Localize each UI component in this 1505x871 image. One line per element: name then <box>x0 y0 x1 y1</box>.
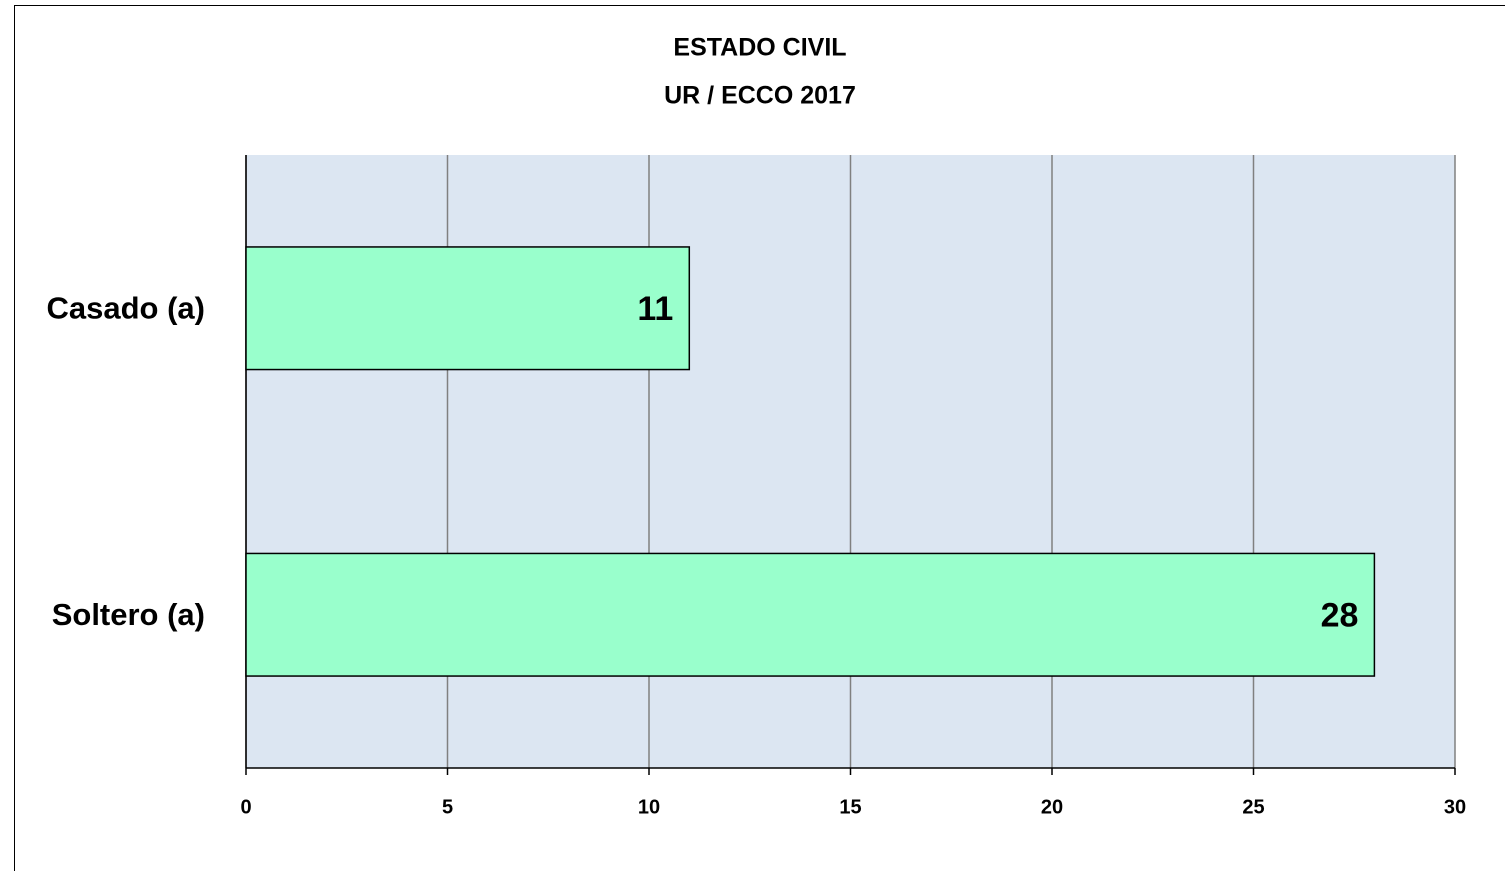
x-tick-label: 5 <box>442 796 453 818</box>
x-tick-label: 20 <box>1041 796 1063 818</box>
y-tick-label: Soltero (a) <box>52 597 205 632</box>
x-tick-label: 10 <box>638 796 660 818</box>
bar <box>245 552 1376 677</box>
x-tick-label: 0 <box>240 796 251 818</box>
data-label: 11 <box>637 290 673 328</box>
x-tick-label: 15 <box>839 796 861 818</box>
x-tick-label: 25 <box>1242 796 1264 818</box>
y-tick-label: Casado (a) <box>47 290 205 325</box>
bar <box>245 246 691 371</box>
data-label: 28 <box>1321 597 1359 635</box>
chart-subtitle: UR / ECCO 2017 <box>664 82 856 110</box>
x-tick-label: 30 <box>1444 796 1466 818</box>
chart-title: ESTADO CIVIL <box>673 34 846 62</box>
